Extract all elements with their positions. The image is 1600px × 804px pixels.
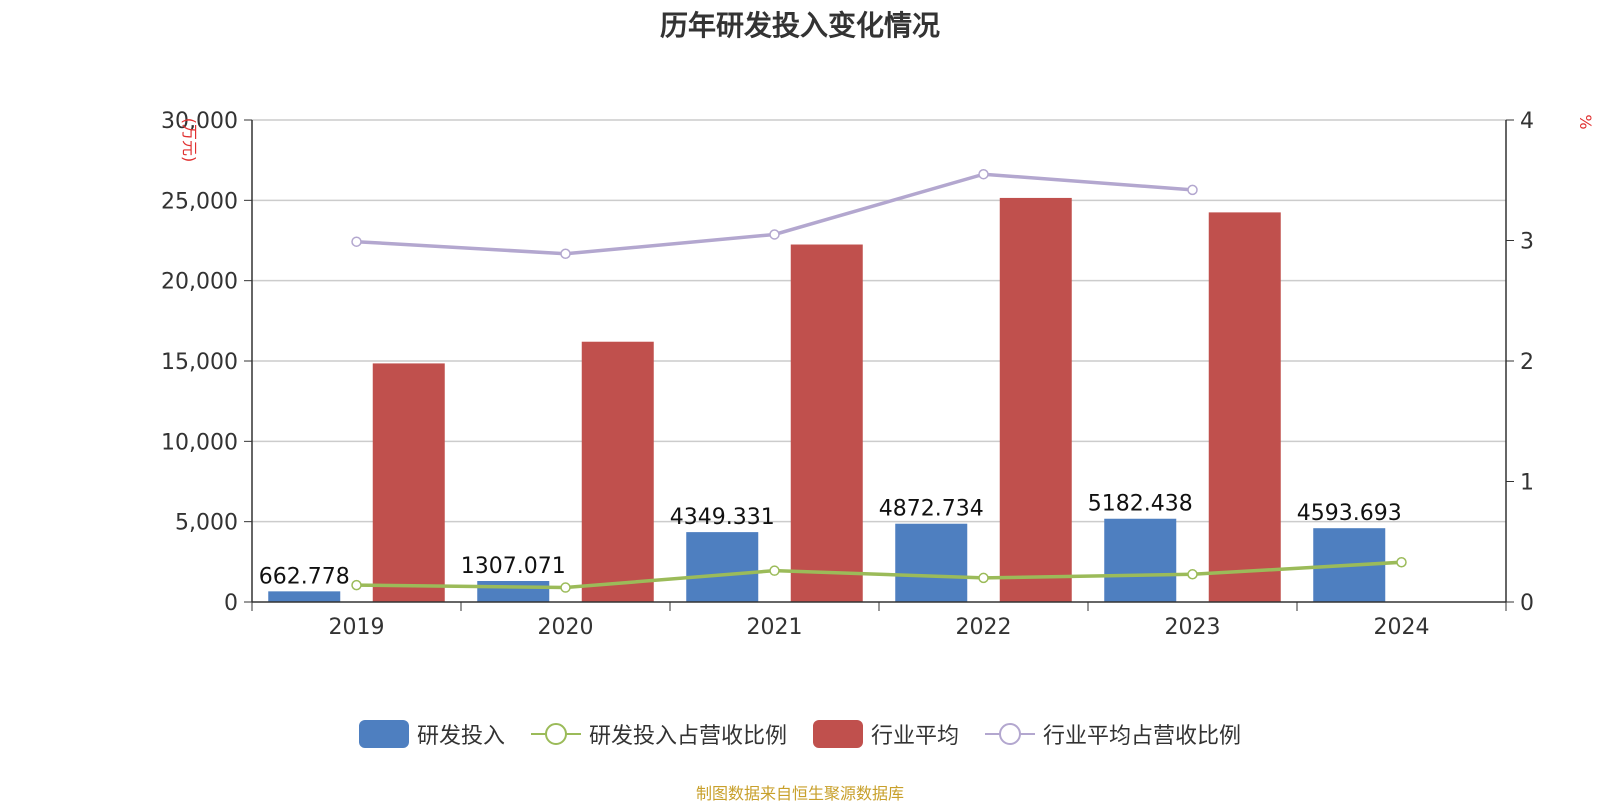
bar <box>268 591 341 602</box>
bar <box>790 244 863 602</box>
legend-item-industry-average[interactable]: 行业平均 <box>813 718 959 750</box>
y-right-tick-label: 3 <box>1520 230 1534 255</box>
bar-value-label: 662.778 <box>259 564 350 589</box>
legend-line-rd-ratio-icon <box>530 723 581 745</box>
data-source-note: 制图数据来自恒生聚源数据库 <box>695 784 904 803</box>
x-tick-label: 2022 <box>956 615 1012 640</box>
legend-label-industry-average: 行业平均 <box>871 724 960 749</box>
axes: 0 5,000 10,000 15,000 20,000 25,000 30,000 0 1 2 3… <box>161 109 1534 640</box>
data-labels: 662.778 1307.071 4349.331 4872.734 5182.438 4… <box>259 492 1402 590</box>
bar-value-label: 4349.331 <box>670 505 775 530</box>
x-tick-label: 2024 <box>1374 615 1430 640</box>
legend-swatch-industry-average <box>813 720 863 748</box>
bar-value-label: 1307.071 <box>461 554 566 579</box>
y-left-tick-label: 25,000 <box>161 189 238 214</box>
x-tick-label: 2020 <box>538 615 594 640</box>
line-point <box>1187 184 1198 196</box>
legend-label-rd-ratio: 研发投入占营收比例 <box>588 724 787 749</box>
y-left-tick-label: 10,000 <box>161 430 238 455</box>
bar-value-label: 4593.693 <box>1297 501 1402 526</box>
legend-line-industry-ratio-icon <box>985 723 1036 745</box>
y-right-tick-label: 2 <box>1520 350 1534 375</box>
bars <box>268 197 1386 602</box>
y-left-tick-label: 30,000 <box>161 109 238 134</box>
line-point <box>769 565 780 576</box>
bar <box>477 580 550 602</box>
y-left-tick-label: 0 <box>224 591 238 616</box>
line-point <box>351 236 362 247</box>
x-tick-label: 2021 <box>747 615 803 640</box>
line-point <box>1187 569 1198 580</box>
bar <box>1104 518 1177 602</box>
bar <box>686 532 759 602</box>
y-left-tick-label: 15,000 <box>161 350 238 375</box>
bar <box>1208 212 1281 602</box>
x-tick-label: 2019 <box>329 615 385 640</box>
y-left-tick-label: 20,000 <box>161 270 238 295</box>
line-point <box>560 248 571 260</box>
legend-swatch-rd-investment <box>358 720 409 748</box>
bar <box>581 341 654 602</box>
series-lines <box>351 168 1407 593</box>
grid-lines <box>252 119 1506 523</box>
bar <box>372 363 445 602</box>
series-line <box>356 560 1402 590</box>
legend-item-industry-ratio[interactable]: 行业平均占营收比例 <box>985 718 1241 750</box>
legend-item-rd-ratio[interactable]: 研发投入占营收比例 <box>530 718 787 750</box>
bar <box>999 197 1072 602</box>
bar <box>895 523 968 602</box>
y-right-tick-label: 0 <box>1520 591 1534 616</box>
legend-item-rd-investment[interactable]: 研发投入 <box>358 718 505 750</box>
line-point <box>1396 556 1407 568</box>
line-point <box>351 579 362 591</box>
line-point <box>978 168 989 180</box>
y-axis-left-unit: (万元) <box>180 118 199 163</box>
y-right-tick-label: 4 <box>1520 109 1534 134</box>
y-left-tick-label: 5,000 <box>175 511 238 536</box>
chart-title: 历年研发投入变化情况 <box>659 9 940 42</box>
line-point <box>560 582 571 593</box>
legend-label-industry-ratio: 行业平均占营收比例 <box>1043 724 1242 749</box>
x-tick-label: 2023 <box>1165 615 1221 640</box>
line-point <box>978 572 989 584</box>
y-axis-right-unit: % <box>1576 114 1595 129</box>
bar-value-label: 5182.438 <box>1088 492 1193 517</box>
y-right-tick-label: 1 <box>1520 471 1534 496</box>
legend: 研发投入 研发投入占营收比例 行业平均 行业平均占营收比例 <box>0 718 1600 750</box>
legend-label-rd-investment: 研发投入 <box>416 724 505 749</box>
bar-value-label: 4872.734 <box>879 497 984 522</box>
line-point <box>769 229 780 240</box>
